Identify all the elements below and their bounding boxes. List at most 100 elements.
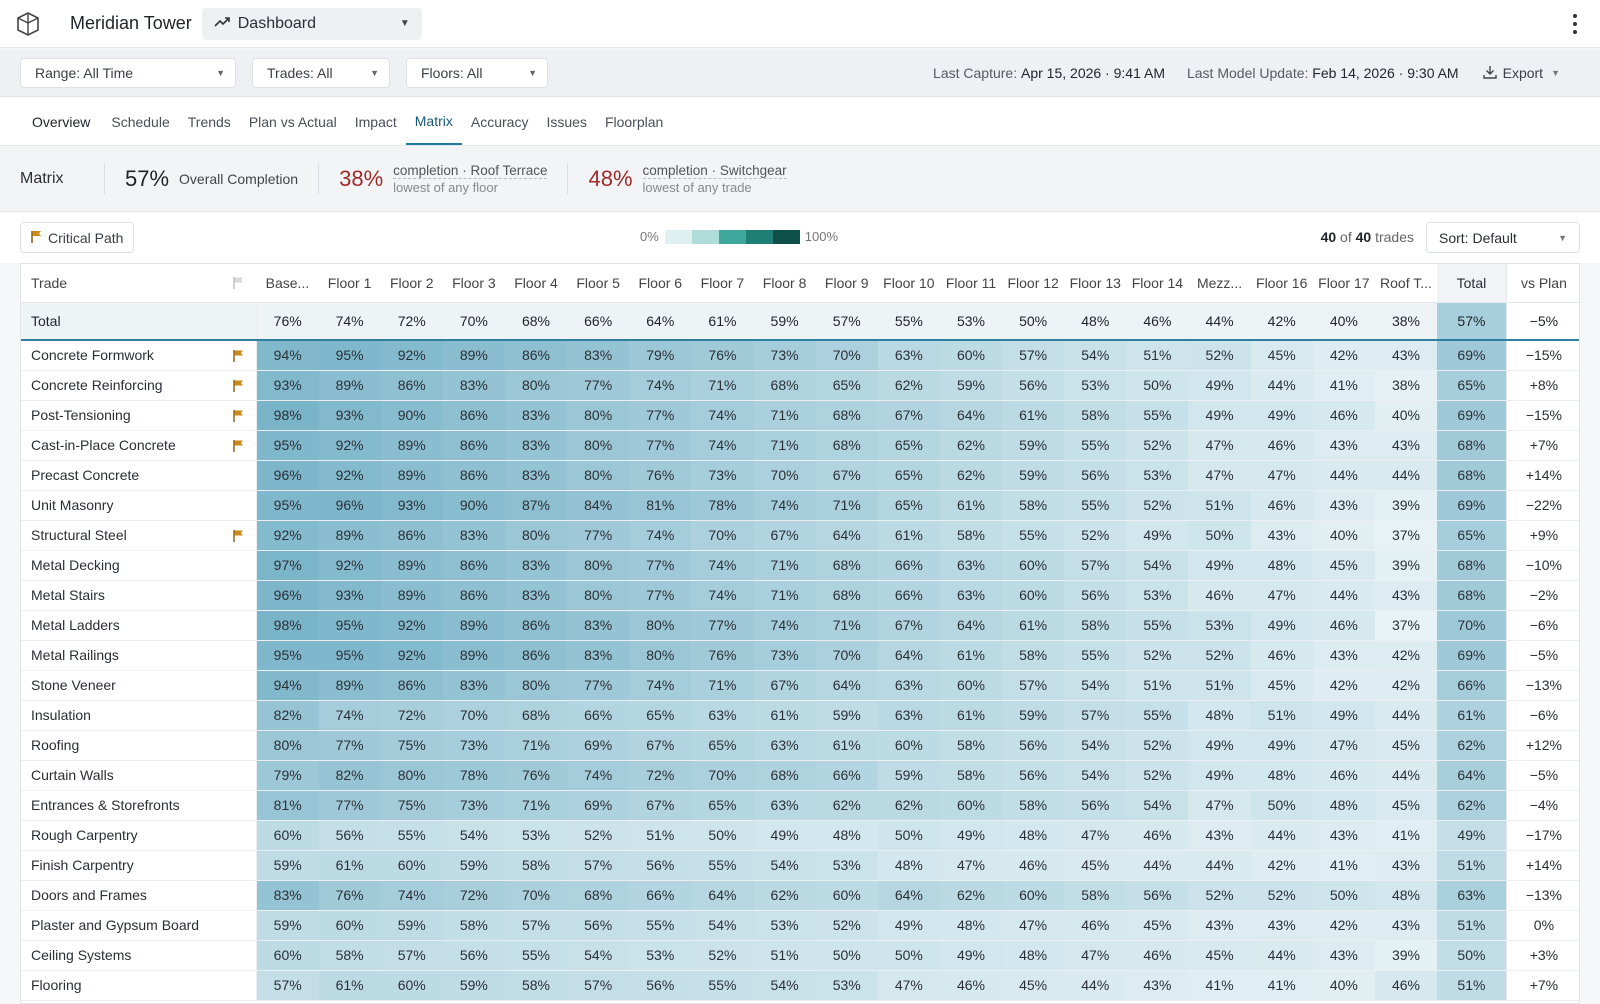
matrix-cell[interactable]: 44% xyxy=(1312,460,1375,491)
matrix-cell[interactable]: 49% xyxy=(1312,700,1375,731)
total-floor-cell[interactable]: 59% xyxy=(753,302,816,341)
trade-name-cell[interactable]: Rough Carpentry xyxy=(21,820,257,851)
matrix-cell[interactable]: 98% xyxy=(256,610,319,641)
matrix-cell[interactable]: 43% xyxy=(1250,520,1313,551)
matrix-cell[interactable]: 74% xyxy=(753,610,816,641)
matrix-cell[interactable]: 45% xyxy=(1126,910,1189,941)
matrix-cell[interactable]: 43% xyxy=(1188,910,1251,941)
matrix-cell[interactable]: 96% xyxy=(256,580,319,611)
matrix-cell[interactable]: 75% xyxy=(380,730,443,761)
floor-column-header[interactable]: Floor 4 xyxy=(504,264,568,303)
matrix-cell[interactable]: 86% xyxy=(442,430,505,461)
matrix-cell[interactable]: 70% xyxy=(815,340,878,371)
matrix-cell[interactable]: 49% xyxy=(939,940,1003,971)
lowest-floor-detail[interactable]: completion · Roof Terrace lowest of any … xyxy=(393,162,548,196)
matrix-cell[interactable]: 40% xyxy=(1312,520,1375,551)
matrix-cell[interactable]: 41% xyxy=(1312,850,1375,881)
total-floor-cell[interactable]: 38% xyxy=(1374,302,1438,341)
matrix-cell[interactable]: 63% xyxy=(939,580,1003,611)
matrix-cell[interactable]: 52% xyxy=(691,940,754,971)
matrix-cell[interactable]: 62% xyxy=(753,880,816,911)
matrix-cell[interactable]: 59% xyxy=(1002,460,1065,491)
matrix-cell[interactable]: 77% xyxy=(318,790,381,821)
matrix-cell[interactable]: 61% xyxy=(939,640,1003,671)
floor-column-header[interactable]: Floor 7 xyxy=(691,264,754,303)
total-floor-cell[interactable]: 70% xyxy=(442,302,505,341)
matrix-cell[interactable]: 90% xyxy=(442,490,505,521)
matrix-cell[interactable]: 63% xyxy=(753,790,816,821)
matrix-cell[interactable]: 95% xyxy=(256,430,319,461)
matrix-cell[interactable]: 70% xyxy=(691,520,754,551)
matrix-cell[interactable]: 97% xyxy=(256,550,319,581)
matrix-cell[interactable]: 64% xyxy=(815,520,878,551)
matrix-cell[interactable]: 44% xyxy=(1064,970,1127,1001)
matrix-cell[interactable]: 44% xyxy=(1126,850,1189,881)
matrix-cell[interactable]: 49% xyxy=(1188,760,1251,791)
trade-name-cell[interactable]: Stone Veneer xyxy=(21,670,257,701)
trade-name-cell[interactable]: Insulation xyxy=(21,700,257,731)
matrix-cell[interactable]: 59% xyxy=(939,370,1003,401)
floor-column-header[interactable]: Floor 10 xyxy=(877,264,940,303)
trade-row[interactable]: Structural Steel 92% 89% 86% 83% 80% 77% 74% 70%… xyxy=(21,520,1579,551)
matrix-cell[interactable]: 60% xyxy=(939,670,1003,701)
matrix-cell[interactable]: 77% xyxy=(567,520,630,551)
matrix-cell[interactable]: 48% xyxy=(1250,550,1313,581)
matrix-cell[interactable]: 83% xyxy=(504,430,568,461)
total-column-header[interactable]: Total xyxy=(1437,264,1507,303)
matrix-cell[interactable]: 45% xyxy=(1250,340,1313,371)
matrix-cell[interactable]: 57% xyxy=(1064,550,1127,581)
matrix-cell[interactable]: 60% xyxy=(256,940,319,971)
matrix-cell[interactable]: 89% xyxy=(318,520,381,551)
matrix-cell[interactable]: 54% xyxy=(1064,340,1127,371)
total-floor-cell[interactable]: 76% xyxy=(256,302,319,341)
matrix-cell[interactable]: 68% xyxy=(567,880,630,911)
matrix-cell[interactable]: 64% xyxy=(877,880,940,911)
floor-column-header[interactable]: Floor 12 xyxy=(1002,264,1065,303)
matrix-cell[interactable]: 51% xyxy=(1126,340,1189,371)
matrix-cell[interactable]: 86% xyxy=(380,670,443,701)
matrix-cell[interactable]: 57% xyxy=(380,940,443,971)
trade-row[interactable]: Ceiling Systems 60% 58% 57% 56% 55% 54% 53% 52% 5… xyxy=(21,940,1579,971)
matrix-cell[interactable]: 51% xyxy=(1188,670,1251,701)
matrix-cell[interactable]: 83% xyxy=(256,880,319,911)
matrix-cell[interactable]: 46% xyxy=(1250,640,1313,671)
matrix-cell[interactable]: 55% xyxy=(380,820,443,851)
matrix-cell[interactable]: 77% xyxy=(691,610,754,641)
matrix-cell[interactable]: 52% xyxy=(567,820,630,851)
matrix-cell[interactable]: 73% xyxy=(691,460,754,491)
matrix-cell[interactable]: 45% xyxy=(1374,730,1438,761)
matrix-cell[interactable]: 65% xyxy=(691,730,754,761)
matrix-cell[interactable]: 57% xyxy=(567,850,630,881)
matrix-cell[interactable]: 86% xyxy=(442,460,505,491)
matrix-cell[interactable]: 43% xyxy=(1312,430,1375,461)
matrix-cell[interactable]: 56% xyxy=(1064,790,1127,821)
matrix-cell[interactable]: 58% xyxy=(1064,400,1127,431)
matrix-cell[interactable]: 56% xyxy=(1064,580,1127,611)
matrix-cell[interactable]: 59% xyxy=(442,850,505,881)
matrix-cell[interactable]: 55% xyxy=(1126,700,1189,731)
matrix-cell[interactable]: 47% xyxy=(1250,460,1313,491)
matrix-cell[interactable]: 66% xyxy=(877,580,940,611)
matrix-cell[interactable]: 56% xyxy=(567,910,630,941)
matrix-cell[interactable]: 67% xyxy=(629,790,692,821)
total-floor-cell[interactable]: 48% xyxy=(1064,302,1127,341)
matrix-cell[interactable]: 51% xyxy=(1188,490,1251,521)
matrix-cell[interactable]: 83% xyxy=(504,580,568,611)
matrix-cell[interactable]: 83% xyxy=(442,670,505,701)
matrix-cell[interactable]: 54% xyxy=(1064,670,1127,701)
matrix-cell[interactable]: 68% xyxy=(753,760,816,791)
matrix-cell[interactable]: 90% xyxy=(380,400,443,431)
matrix-cell[interactable]: 89% xyxy=(380,550,443,581)
matrix-cell[interactable]: 56% xyxy=(1126,880,1189,911)
trade-name-cell[interactable]: Metal Decking xyxy=(21,550,257,581)
tab-accuracy[interactable]: Accuracy xyxy=(470,113,529,130)
matrix-cell[interactable]: 55% xyxy=(691,970,754,1001)
matrix-cell[interactable]: 58% xyxy=(1002,640,1065,671)
trade-row[interactable]: Plaster and Gypsum Board 59% 60% 59% 58% 57% 5… xyxy=(21,910,1579,941)
matrix-cell[interactable]: 68% xyxy=(753,370,816,401)
trade-row[interactable]: Finish Carpentry 59% 61% 60% 59% 58% 57% 56% 55%… xyxy=(21,850,1579,881)
matrix-cell[interactable]: 50% xyxy=(1312,880,1375,911)
matrix-cell[interactable]: 69% xyxy=(567,730,630,761)
matrix-cell[interactable]: 71% xyxy=(815,490,878,521)
matrix-cell[interactable]: 42% xyxy=(1312,340,1375,371)
